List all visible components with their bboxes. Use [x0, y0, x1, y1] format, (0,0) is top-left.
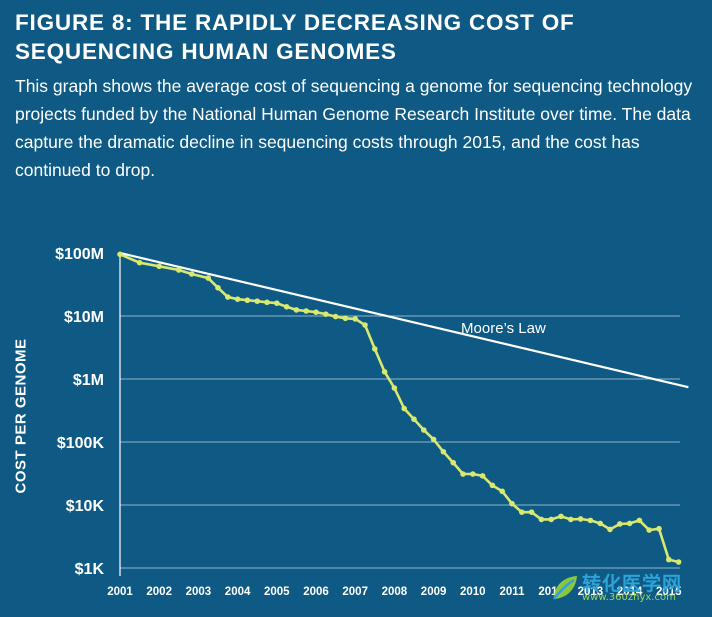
- cost-data-point: [509, 500, 515, 507]
- cost-data-point: [342, 315, 349, 322]
- cost-data-point: [558, 513, 564, 520]
- cost-data-point: [274, 300, 280, 306]
- leaf-logo-icon: [553, 576, 577, 600]
- cost-data-point: [470, 471, 476, 477]
- cost-data-point: [499, 488, 506, 495]
- cost-data-point: [607, 526, 613, 533]
- x-tick-label: 2006: [303, 586, 329, 598]
- cost-data-point: [656, 525, 662, 532]
- cost-data-point: [587, 517, 594, 524]
- cost-data-point: [538, 516, 545, 523]
- y-tick-label: $1K: [75, 561, 105, 578]
- cost-data-point: [283, 303, 290, 310]
- cost-data-point: [460, 471, 466, 477]
- x-tick-label: 2010: [460, 586, 486, 598]
- cost-data-point: [234, 296, 241, 302]
- series-layer: Moore’s Law: [117, 251, 689, 565]
- cost-data-point: [440, 448, 447, 455]
- cost-data-point: [323, 311, 329, 317]
- cost-data-point: [617, 521, 623, 527]
- cost-data-point: [568, 516, 574, 523]
- y-tick-label: $1M: [73, 372, 104, 389]
- y-tick-label: $10K: [66, 498, 105, 515]
- cost-data-point: [176, 267, 182, 273]
- cost-data-point: [450, 459, 457, 466]
- y-axis-ticks: $100M $10M $1M $100K $10K $1K: [55, 246, 104, 578]
- cost-data-point: [293, 307, 300, 313]
- x-tick-label: 2002: [146, 586, 172, 598]
- y-tick-label: $100M: [55, 246, 104, 263]
- cost-data-point: [381, 369, 388, 375]
- x-tick-label: 2007: [342, 586, 368, 598]
- cost-data-point: [372, 346, 378, 352]
- y-tick-label: $100K: [57, 435, 105, 452]
- watermark-url: www.360zhyx.com: [582, 592, 676, 603]
- x-tick-label: 2013: [578, 586, 604, 598]
- cost-data-point: [244, 297, 251, 304]
- cost-data-point: [401, 405, 408, 412]
- cost-data-point: [188, 271, 195, 277]
- cost-data-point: [264, 299, 270, 306]
- x-tick-label: 2005: [264, 586, 290, 598]
- cost-data-point: [519, 509, 525, 515]
- moores-law-line: [119, 251, 689, 389]
- cost-series-line: [119, 253, 679, 564]
- cost-data-point: [332, 313, 339, 320]
- cost-data-point: [421, 427, 427, 433]
- cost-data-point: [225, 294, 231, 300]
- moores-law-label: Moore’s Law: [461, 320, 546, 337]
- cost-data-point: [303, 308, 310, 314]
- cost-data-point: [646, 527, 652, 533]
- x-tick-label: 2008: [382, 586, 408, 598]
- cost-data-point: [528, 509, 535, 515]
- x-tick-label: 2009: [421, 586, 447, 598]
- figure-description: This graph shows the average cost of seq…: [15, 76, 693, 180]
- cost-data-point: [362, 322, 368, 328]
- cost-data-point: [675, 559, 682, 565]
- cost-data-point: [479, 473, 486, 479]
- cost-data-point: [626, 520, 633, 527]
- cost-data-point: [597, 520, 603, 527]
- x-tick-label: 2001: [107, 586, 133, 598]
- cost-data-point: [489, 482, 496, 489]
- cost-data-point: [636, 517, 643, 524]
- x-tick-label: 2003: [186, 586, 212, 598]
- x-tick-label: 2014: [617, 586, 643, 598]
- cost-data-point: [666, 556, 672, 563]
- cost-data-point: [205, 275, 211, 281]
- cost-data-point: [430, 436, 437, 443]
- watermark: 转化医学网 www.360zhyx.com: [550, 571, 700, 605]
- watermark-text: 转化医学网: [582, 573, 683, 595]
- x-tick-label: 2015: [656, 586, 682, 598]
- cost-data-point: [313, 309, 319, 315]
- y-tick-label: $10M: [64, 309, 104, 326]
- cost-data-point: [577, 516, 584, 522]
- cost-data-point: [391, 385, 398, 391]
- cost-data-point: [548, 516, 554, 523]
- figure-title: FIGURE 8: THE RAPIDLY DECREASING COST OF…: [15, 10, 575, 64]
- cost-data-point: [352, 316, 359, 322]
- y-axis-title-box: COST PER GENOME: [8, 330, 34, 502]
- cost-data-point: [254, 298, 260, 304]
- x-tick-label: 2004: [225, 586, 251, 598]
- cost-data-point: [117, 251, 123, 258]
- grid-lines: [119, 253, 680, 576]
- cost-data-point: [156, 263, 162, 270]
- y-axis-title: COST PER GENOME: [12, 338, 30, 494]
- cost-data-point: [215, 285, 221, 291]
- cost-data-point: [136, 259, 143, 266]
- x-tick-label: 2011: [500, 586, 526, 598]
- cost-data-point: [411, 416, 417, 423]
